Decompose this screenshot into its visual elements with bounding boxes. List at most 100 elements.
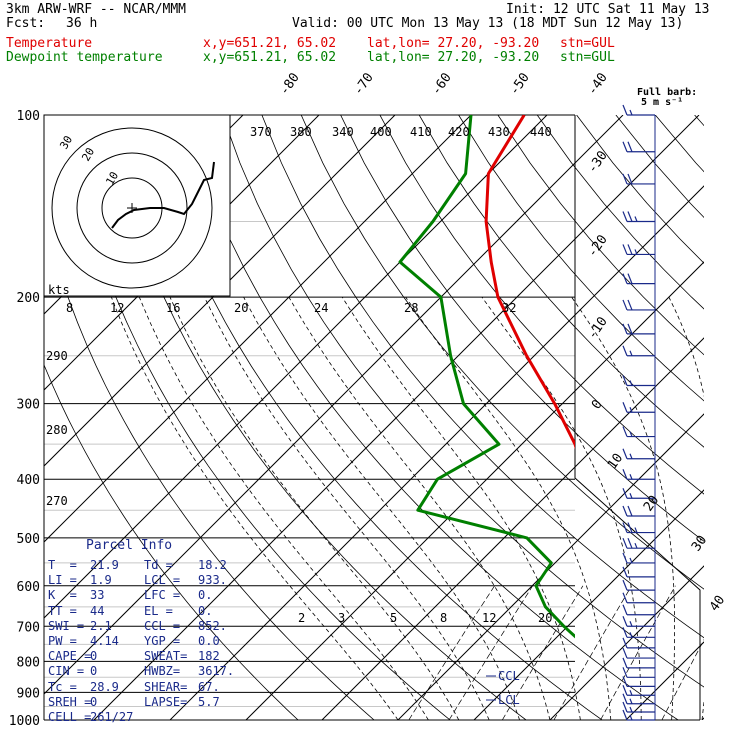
- parcel-cell: 852.: [198, 618, 227, 633]
- parcel-cell: 33: [90, 588, 105, 603]
- wind-axis-label: 8: [66, 301, 73, 315]
- hodograph-trace: [111, 161, 215, 229]
- legend-dewpoint-name: Dewpoint temperature: [6, 50, 163, 65]
- theta-label: 420: [448, 125, 470, 139]
- wind-barb: [622, 522, 655, 534]
- wind-barb-flag: [622, 616, 628, 627]
- wind-axis-label: 32: [502, 301, 516, 315]
- wind-barb: [622, 566, 655, 578]
- parcel-cell: 67.: [198, 679, 220, 694]
- isotherm: [245, 261, 704, 720]
- parcel-cell: YGP =: [144, 634, 181, 648]
- mixing-ratio-line: [661, 639, 704, 720]
- moist-adiabat: [571, 296, 675, 720]
- parcel-cell: SREH =: [48, 694, 92, 709]
- parcel-cell: CAPE =: [48, 649, 92, 664]
- wind-barb-half: [629, 698, 633, 704]
- isotherm: [169, 185, 704, 720]
- wind-barb-half: [629, 689, 633, 696]
- parcel-cell: 28.9: [90, 679, 119, 694]
- mixing-ratio-label: 20: [538, 611, 552, 625]
- wind-barb: [622, 505, 655, 517]
- parcel-cell: K =: [48, 588, 77, 603]
- wind-barb-flag: [622, 211, 628, 222]
- parcel-row: Tc = 28.9 SHEAR= 67.: [48, 680, 228, 695]
- wind-barb-flag: [622, 469, 628, 480]
- parcel-cell: Tc =: [48, 679, 77, 694]
- wind-axis-label: 24: [314, 301, 328, 315]
- wind-barb-flag: [627, 505, 633, 517]
- wind-barb: [622, 104, 655, 116]
- parcel-cell: 0.: [198, 603, 213, 618]
- wind-barb-flag: [627, 173, 633, 185]
- isotherm: [625, 641, 704, 720]
- wind-barb-flag: [627, 244, 633, 255]
- wind-barb-flag: [627, 323, 633, 335]
- wind-axis-label: 16: [166, 301, 180, 315]
- isotherm-label: -70: [351, 70, 377, 98]
- wind-barb: [622, 667, 655, 678]
- wind-barb-flag: [622, 709, 628, 721]
- wind-barb-flag: [622, 579, 628, 591]
- wind-barb-flag: [622, 604, 628, 615]
- wind-barb-flag: [622, 104, 628, 116]
- legend-dewpoint-latlon: lat,lon= 27.20, -93.20: [367, 50, 540, 65]
- wind-barb-flag: [622, 592, 628, 603]
- wind-axis-label: 28: [404, 301, 418, 315]
- parcel-row: CELL = 261/27: [48, 710, 228, 725]
- dry-adiabat: [300, 115, 704, 590]
- hodograph-ring-label: 20: [79, 146, 97, 164]
- parcel-row: SWI = 2.1 CCL = 852.: [48, 619, 228, 634]
- parcel-info-panel: T = 21.9 Td = 18.2 LI = 1.9 LCL = 933. K = 33 LFC …: [44, 536, 234, 728]
- wind-barb: [622, 552, 655, 564]
- level-label: CCL: [498, 669, 520, 683]
- parcel-cell: PW =: [48, 634, 77, 648]
- wind-barb: [622, 426, 655, 438]
- dry-adiabat: [182, 115, 679, 720]
- wind-barb: [622, 637, 655, 649]
- dry-adiabat-label: 290: [46, 349, 68, 363]
- wind-barb-flag: [622, 522, 628, 533]
- hodograph-ring-label: 30: [57, 134, 75, 152]
- wind-barb: [622, 616, 655, 627]
- wind-barb-half: [634, 216, 638, 222]
- isotherm-label: 30: [689, 533, 710, 554]
- dry-adiabat: [576, 115, 704, 264]
- wind-barb: [622, 592, 655, 604]
- temperature-line: [484, 115, 575, 450]
- hodograph-units: kts: [48, 283, 70, 297]
- dry-adiabat: [418, 115, 704, 448]
- wind-axis-label: 12: [110, 301, 124, 315]
- wind-barb-half: [629, 431, 633, 437]
- wind-barb: [622, 537, 655, 549]
- wind-barb: [622, 604, 655, 616]
- parcel-cell: SHEAR=: [144, 679, 188, 694]
- wind-barb-half: [629, 380, 633, 386]
- wind-barb-half: [629, 109, 633, 116]
- parcel-cell: 18.2: [198, 558, 227, 572]
- wind-barb-half: [634, 249, 638, 255]
- mixing-ratio-label: 12: [482, 611, 496, 625]
- right-axis: [574, 115, 701, 720]
- pressure-label-800: 800: [17, 655, 40, 670]
- legend-dewpoint-stn: stn=GUL: [560, 50, 615, 65]
- wind-barb: [622, 469, 655, 480]
- wind-barb-flag: [622, 627, 628, 638]
- wind-barb-flag: [627, 211, 633, 222]
- parcel-cell: 1.9: [90, 573, 112, 588]
- mixing-ratio-line: [600, 585, 676, 720]
- wind-barb-half: [629, 453, 633, 459]
- wind-barb: [622, 211, 655, 223]
- dry-adiabat: [44, 214, 375, 720]
- wind-barb: [622, 141, 655, 153]
- parcel-cell: 0: [90, 694, 98, 709]
- wind-barb-flag: [622, 684, 628, 696]
- wind-barb: [622, 647, 655, 659]
- dry-adiabat-label: 270: [46, 494, 68, 508]
- barb-note-line1: Full barb:: [637, 87, 698, 98]
- legend-temperature-name: Temperature: [6, 36, 93, 51]
- isotherm-label: -80: [277, 70, 303, 98]
- wind-barb-flag: [622, 505, 628, 517]
- parcel-row: CIN = 0 HWBZ= 3617.: [48, 664, 234, 679]
